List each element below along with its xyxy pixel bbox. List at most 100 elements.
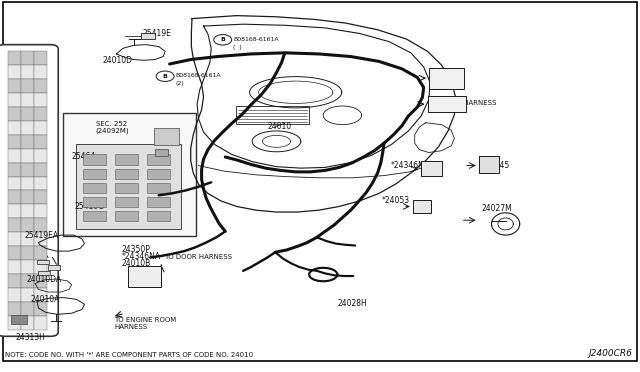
Text: J2400CR6: J2400CR6 [588,349,632,358]
Text: 24010: 24010 [268,122,292,131]
Bar [128,266,161,287]
Text: 24028H: 24028H [338,299,367,308]
Bar [34,149,47,163]
Text: 25419E: 25419E [142,29,171,38]
Bar [147,183,170,193]
Bar [141,33,155,39]
Bar [8,51,21,65]
Bar [34,79,47,93]
Bar [21,149,34,163]
Text: 24010DA: 24010DA [27,275,62,284]
Bar [8,79,21,93]
Bar [34,260,47,274]
Text: B08168-6161A: B08168-6161A [175,73,221,78]
Text: 24010D: 24010D [102,56,132,65]
Bar [38,271,50,275]
Text: *24346NA: *24346NA [122,252,161,261]
Bar [115,169,138,179]
Bar [8,93,21,107]
Bar [479,156,499,173]
Bar [8,121,21,135]
Text: 24345: 24345 [485,161,509,170]
Text: (  ): ( ) [233,45,242,50]
Bar [147,169,170,179]
Bar [8,232,21,246]
Bar [34,163,47,177]
Bar [21,246,34,260]
Text: TO ENGINE ROOM
HARNESS: TO ENGINE ROOM HARNESS [114,317,176,330]
Text: (2): (2) [175,81,184,86]
Text: TO DOOR HARNESS: TO DOOR HARNESS [164,254,232,260]
Bar [8,107,21,121]
Bar [21,316,34,330]
Text: TO DOOR
HARNESS: TO DOOR HARNESS [431,68,464,81]
Bar [8,163,21,177]
Bar [34,51,47,65]
Bar [147,197,170,207]
Bar [21,51,34,65]
Bar [115,197,138,207]
Text: 24313H: 24313H [16,333,46,341]
Bar [83,183,106,193]
Bar [34,288,47,302]
Bar [11,315,27,324]
Text: TO BODY HARNESS: TO BODY HARNESS [430,100,497,106]
Bar [429,68,464,89]
Bar [34,177,47,190]
Bar [155,149,168,156]
Bar [8,149,21,163]
Text: *24346N: *24346N [390,161,424,170]
Text: B08168-6161A: B08168-6161A [233,36,278,42]
Bar [21,232,34,246]
Bar [34,246,47,260]
Bar [115,183,138,193]
Bar [83,154,106,165]
Bar [8,316,21,330]
Bar [413,200,431,213]
Text: 25419EA: 25419EA [24,231,58,240]
Text: SEC. 252
(24092M): SEC. 252 (24092M) [95,121,129,134]
Bar [21,135,34,149]
Bar [21,79,34,93]
Bar [8,190,21,204]
Bar [21,260,34,274]
Text: 25464: 25464 [72,153,96,161]
Bar [236,106,309,124]
Bar [21,163,34,177]
Bar [76,144,181,229]
Bar [21,177,34,190]
Bar [34,218,47,232]
Bar [21,288,34,302]
Bar [21,93,34,107]
Bar [8,177,21,190]
Bar [115,211,138,221]
Bar [21,190,34,204]
Bar [34,316,47,330]
Bar [21,65,34,79]
Text: 24027M: 24027M [481,204,512,213]
Text: 25410G: 25410G [74,202,104,211]
Bar [8,65,21,79]
Text: NOTE: CODE NO. WITH '*' ARE COMPONENT PARTS OF CODE NO. 24010: NOTE: CODE NO. WITH '*' ARE COMPONENT PA… [5,352,253,358]
Bar [34,65,47,79]
Bar [83,197,106,207]
Bar [8,288,21,302]
Bar [147,154,170,165]
Bar [21,274,34,288]
Bar [48,265,60,270]
Bar [421,161,442,176]
Bar [37,260,49,264]
Bar [147,211,170,221]
Bar [8,246,21,260]
Bar [34,204,47,218]
Bar [34,232,47,246]
Bar [34,274,47,288]
Bar [83,169,106,179]
FancyBboxPatch shape [0,45,58,336]
Bar [21,121,34,135]
Bar [34,190,47,204]
Bar [428,96,466,112]
Bar [21,302,34,316]
Text: 24350P: 24350P [122,246,150,254]
Bar [83,211,106,221]
